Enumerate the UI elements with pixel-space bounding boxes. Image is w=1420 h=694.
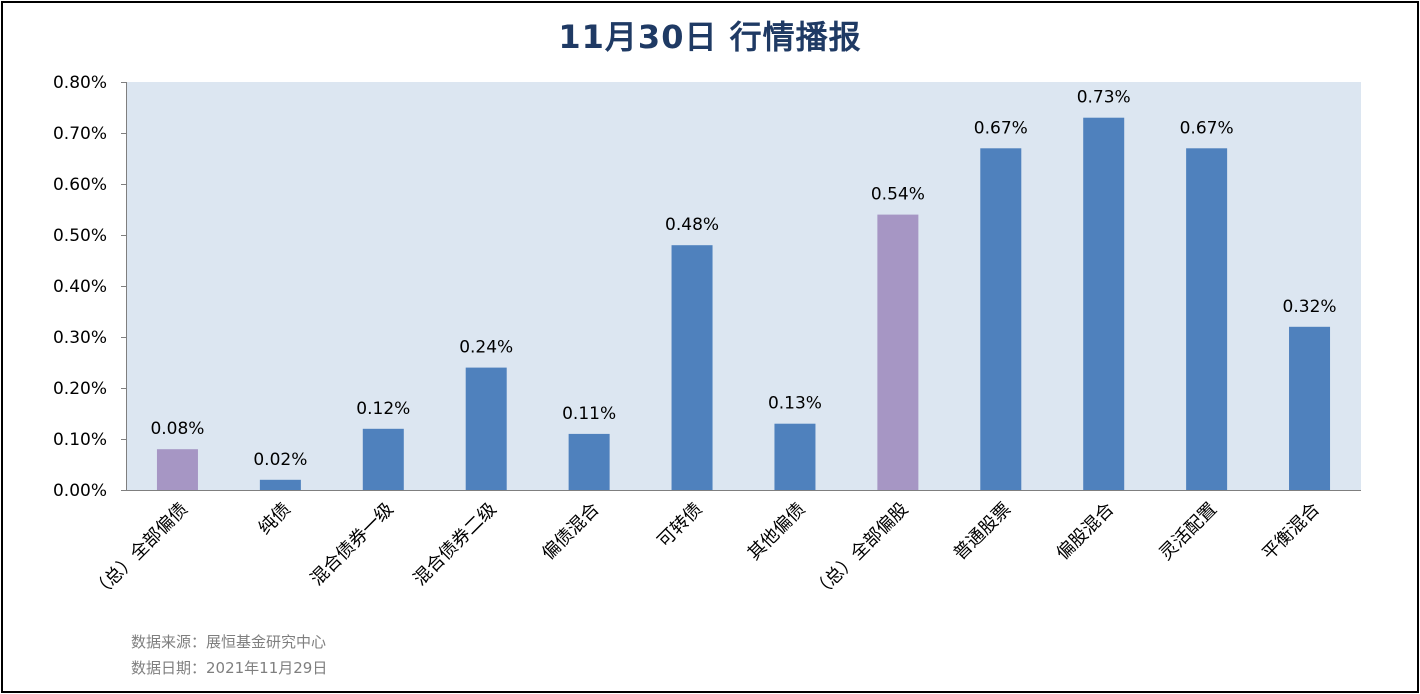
- data-label: 0.24%: [459, 338, 513, 358]
- data-label: 0.11%: [562, 404, 616, 424]
- y-axis: 0.00% 0.10% 0.20% 0.30% 0.40% 0.50% 0.60% 0.70%…: [53, 73, 126, 501]
- x-tick-label: 偏债混合: [538, 499, 604, 565]
- bar: [980, 148, 1022, 491]
- date-note: 数据日期：2021年11月29日: [131, 659, 328, 677]
- x-axis: （总）全部偏债 纯债 混合债券一级 混合债券二级 偏债混合 可转债 其他偏债（总）全部偏股普…: [88, 499, 1324, 603]
- bar: [465, 367, 507, 490]
- y-tick-label: 0.60%: [53, 175, 107, 195]
- data-label: 0.73%: [1077, 88, 1131, 108]
- x-tick-label: （总）全部偏债: [88, 499, 192, 603]
- bar: [259, 479, 301, 490]
- bar: [877, 214, 919, 490]
- x-tick-label: 可转债: [654, 499, 707, 552]
- bar: [1186, 148, 1228, 491]
- data-label: 0.32%: [1283, 297, 1337, 317]
- bar: [156, 449, 198, 490]
- y-tick-label: 0.40%: [53, 277, 107, 297]
- y-tick-label: 0.80%: [53, 73, 107, 93]
- y-tick-label: 0.20%: [53, 379, 107, 399]
- bars-group: [156, 117, 1331, 491]
- x-tick-label: 普通股票: [950, 499, 1016, 565]
- x-tick-label: 其他偏债: [744, 499, 810, 565]
- data-label: 0.54%: [871, 185, 925, 205]
- x-tick-label: 纯债: [255, 499, 295, 539]
- data-label: 0.13%: [768, 394, 822, 414]
- bar: [1083, 117, 1125, 490]
- data-label: 0.08%: [150, 419, 204, 439]
- bar: [1289, 326, 1331, 490]
- x-tick-label: 灵活配置: [1155, 499, 1221, 565]
- chart-title: 11月30日 行情播报: [558, 18, 862, 56]
- x-tick-label: 偏股混合: [1052, 499, 1118, 565]
- x-tick-label: 平衡混合: [1258, 499, 1324, 565]
- plot-area: [126, 82, 1361, 490]
- data-label: 0.12%: [356, 399, 410, 419]
- data-labels-group: 0.08% 0.02% 0.12% 0.24% 0.11% 0.48% 0.13% 0.54%…: [150, 88, 1336, 470]
- data-label: 0.48%: [665, 215, 719, 235]
- data-label: 0.67%: [974, 118, 1028, 138]
- data-label: 0.02%: [253, 450, 307, 470]
- bar: [774, 423, 816, 490]
- x-tick-label: （总）全部偏股: [808, 499, 912, 603]
- x-tick-label: 混合债券二级: [410, 499, 501, 590]
- y-tick-label: 0.00%: [53, 481, 107, 501]
- y-tick-label: 0.10%: [53, 430, 107, 450]
- y-tick-label: 0.30%: [53, 328, 107, 348]
- bar: [362, 428, 404, 490]
- bar: [568, 433, 610, 490]
- x-tick-label: 混合债券一级: [307, 499, 398, 590]
- y-tick-label: 0.70%: [53, 124, 107, 144]
- data-label: 0.67%: [1180, 118, 1234, 138]
- bar: [671, 245, 713, 490]
- y-tick-label: 0.50%: [53, 226, 107, 246]
- source-note: 数据来源：展恒基金研究中心: [131, 633, 327, 651]
